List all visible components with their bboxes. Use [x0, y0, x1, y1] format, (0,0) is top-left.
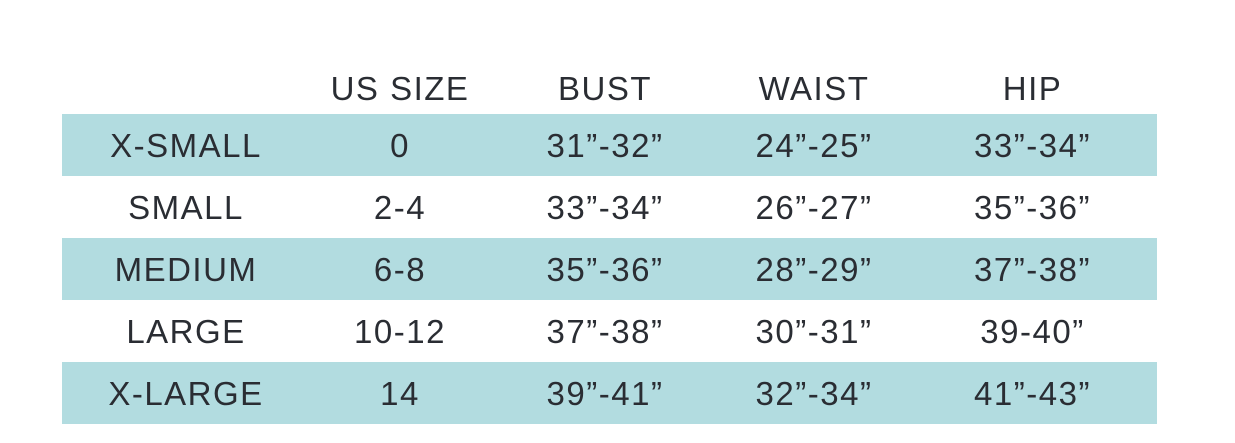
bust-value: 39”-41” [546, 374, 664, 412]
hip-value: 35”-36” [974, 188, 1091, 226]
column-header-waist: WAIST [758, 69, 870, 107]
us-size-value: 14 [380, 374, 420, 412]
column-header-hip: HIP [1002, 69, 1063, 107]
waist-value: 24”-25” [755, 126, 873, 164]
bust-value: 35”-36” [546, 250, 664, 288]
table-row-small: SMALL 2-4 33”-34” 26”-27” 35”-36” [62, 176, 1157, 238]
row-label: X-LARGE [108, 374, 264, 412]
table-row-x-large: X-LARGE 14 39”-41” 32”-34” 41”-43” [62, 362, 1157, 424]
waist-value: 28”-29” [755, 250, 873, 288]
hip-value: 33”-34” [974, 126, 1091, 164]
bust-value: 33”-34” [546, 188, 664, 226]
waist-value: 32”-34” [755, 374, 873, 412]
column-header-bust: BUST [557, 69, 652, 107]
table-row-x-small: X-SMALL 0 31”-32” 24”-25” 33”-34” [62, 114, 1157, 176]
table-header-row: US SIZE BUST WAIST HIP [62, 62, 1157, 114]
waist-value: 26”-27” [755, 188, 873, 226]
row-label: X-SMALL [110, 126, 262, 164]
us-size-value: 10-12 [354, 312, 446, 350]
row-label: LARGE [126, 312, 246, 350]
size-chart-table: US SIZE BUST WAIST HIP X-SMALL 0 31”-32”… [62, 62, 1157, 424]
hip-value: 37”-38” [974, 250, 1091, 288]
column-header-us-size: US SIZE [330, 69, 470, 107]
table-row-medium: MEDIUM 6-8 35”-36” 28”-29” 37”-38” [62, 238, 1157, 300]
table-row-large: LARGE 10-12 37”-38” 30”-31” 39-40” [62, 300, 1157, 362]
row-label: SMALL [128, 188, 244, 226]
waist-value: 30”-31” [755, 312, 873, 350]
hip-value: 41”-43” [974, 374, 1091, 412]
bust-value: 37”-38” [546, 312, 664, 350]
row-label: MEDIUM [114, 250, 258, 288]
us-size-value: 0 [390, 126, 410, 164]
us-size-value: 2-4 [373, 188, 427, 226]
us-size-value: 6-8 [373, 250, 427, 288]
bust-value: 31”-32” [546, 126, 664, 164]
hip-value: 39-40” [980, 312, 1085, 350]
